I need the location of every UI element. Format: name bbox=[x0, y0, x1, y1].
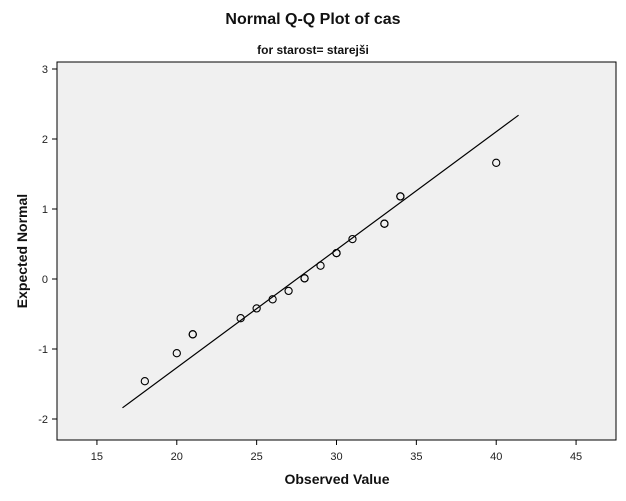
y-tick-label: 1 bbox=[42, 204, 48, 216]
x-axis-title: Observed Value bbox=[284, 471, 389, 487]
y-axis-title: Expected Normal bbox=[14, 194, 30, 308]
y-tick-label: 3 bbox=[42, 64, 48, 76]
y-tick-label: -1 bbox=[38, 344, 48, 356]
data-point bbox=[140, 377, 149, 386]
reference-line bbox=[122, 114, 519, 409]
data-points bbox=[140, 158, 501, 386]
data-point bbox=[332, 248, 341, 258]
data-point bbox=[380, 219, 389, 228]
x-tick-label: 40 bbox=[490, 451, 502, 463]
x-tick-label: 30 bbox=[330, 451, 342, 463]
data-point bbox=[284, 286, 293, 296]
data-point bbox=[172, 349, 181, 358]
data-point bbox=[268, 295, 277, 304]
y-axis: -2 -1 0 1 2 3 bbox=[38, 64, 57, 426]
x-tick-label: 15 bbox=[91, 451, 103, 463]
data-point bbox=[492, 158, 501, 167]
data-point bbox=[252, 304, 261, 313]
x-axis: 15 20 25 30 35 40 45 bbox=[91, 440, 582, 463]
data-point bbox=[316, 261, 325, 270]
chart-subtitle: for starost= starejši bbox=[257, 43, 369, 57]
plot-area bbox=[56, 61, 617, 441]
data-point bbox=[236, 314, 245, 323]
x-tick-label: 35 bbox=[410, 451, 422, 463]
data-point bbox=[300, 274, 309, 283]
x-tick-label: 20 bbox=[171, 451, 183, 463]
chart-title: Normal Q-Q Plot of cas bbox=[225, 11, 401, 28]
data-point bbox=[348, 234, 357, 244]
y-tick-label: 0 bbox=[42, 274, 48, 286]
y-tick-label: 2 bbox=[42, 134, 48, 146]
x-tick-label: 45 bbox=[570, 451, 582, 463]
data-point bbox=[188, 330, 197, 339]
x-tick-label: 25 bbox=[251, 451, 263, 463]
y-tick-label: -2 bbox=[38, 414, 48, 426]
data-point bbox=[396, 192, 405, 201]
